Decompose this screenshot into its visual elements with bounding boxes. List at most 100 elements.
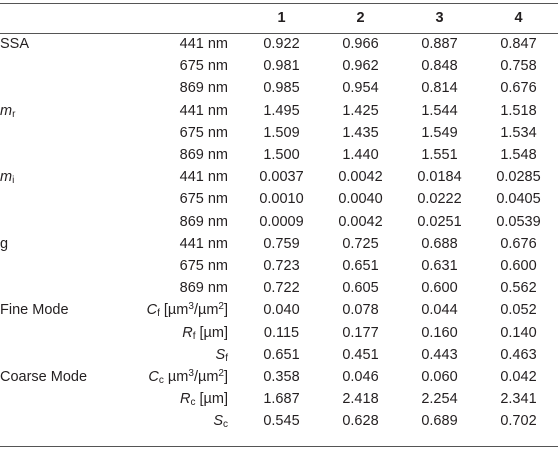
- table-row: 869 nm 1.500 1.440 1.551 1.548: [0, 144, 558, 166]
- param-symbol: R: [179, 391, 191, 408]
- row-parameter-label: Rc [µm]: [112, 388, 242, 410]
- row-parameter-label: 441 nm: [112, 33, 242, 55]
- value-cell: 1.435: [342, 124, 379, 141]
- row-parameter-label: 869 nm: [112, 277, 242, 299]
- value-cell: 0.0042: [338, 169, 383, 186]
- value-cell: 0.651: [263, 346, 300, 363]
- row-group-label: [0, 55, 112, 77]
- row-group-label: [0, 122, 112, 144]
- table-row: mi 441 nm 0.0037 0.0042 0.0184 0.0285: [0, 166, 558, 188]
- row-group-label: Fine Mode: [0, 299, 112, 321]
- value-cell: 1.509: [263, 124, 300, 141]
- value-cell: 0.651: [342, 258, 379, 275]
- group-text: Fine Mode: [0, 302, 69, 319]
- value-cell: 0.0184: [417, 169, 462, 186]
- param-subscript: c: [158, 375, 164, 387]
- unit-superscript: 3: [188, 368, 194, 380]
- table-header-rule: [0, 33, 558, 34]
- value-cell: 0.358: [263, 369, 300, 386]
- value-cell: 0.0285: [496, 169, 541, 186]
- value-cell: 0.443: [421, 346, 458, 363]
- value-cell: 0.060: [421, 369, 458, 386]
- param-subscript: f: [157, 308, 160, 320]
- value-cell: 0.160: [421, 324, 458, 341]
- wavelength-text: 675 nm: [179, 258, 228, 275]
- value-cell: 0.985: [263, 80, 300, 97]
- value-cell: 1.440: [342, 147, 379, 164]
- wavelength-text: 869 nm: [179, 213, 228, 230]
- table-row: SSA 441 nm 0.922 0.966 0.887 0.847: [0, 33, 558, 55]
- unit-superscript: 3: [188, 301, 194, 313]
- group-symbol: m: [0, 102, 13, 119]
- value-cell: 2.254: [421, 391, 458, 408]
- wavelength-text: 675 nm: [179, 58, 228, 75]
- value-cell: 0.758: [500, 58, 537, 75]
- value-cell: 0.115: [263, 324, 300, 341]
- value-cell: 1.425: [342, 102, 379, 119]
- value-cell: 1.534: [500, 124, 537, 141]
- table-row: 675 nm 0.0010 0.0040 0.0222 0.0405: [0, 188, 558, 210]
- row-parameter-label: 869 nm: [112, 77, 242, 99]
- row-group-label: [0, 322, 112, 344]
- row-parameter-label: 441 nm: [112, 233, 242, 255]
- column-header-3: 3: [435, 10, 444, 26]
- value-cell: 0.0009: [259, 213, 304, 230]
- value-cell: 2.418: [342, 391, 379, 408]
- value-cell: 1.549: [421, 124, 458, 141]
- param-unit: µm: [163, 369, 189, 386]
- value-cell: 0.676: [500, 80, 537, 97]
- param-symbol: C: [148, 369, 159, 386]
- value-cell: 1.500: [263, 147, 300, 164]
- table-row: 675 nm 0.723 0.651 0.631 0.600: [0, 255, 558, 277]
- wavelength-text: 869 nm: [179, 147, 228, 164]
- param-unit-mid: /µm: [193, 302, 219, 319]
- table-row: 869 nm 0.985 0.954 0.814 0.676: [0, 77, 558, 99]
- row-parameter-label: 441 nm: [112, 166, 242, 188]
- value-cell: 0.954: [342, 80, 379, 97]
- row-group-label: [0, 344, 112, 366]
- table-header-row: 1 2 3 4: [0, 4, 558, 33]
- value-cell: 0.628: [342, 413, 379, 430]
- value-cell: 0.463: [500, 346, 537, 363]
- row-group-label: [0, 188, 112, 210]
- value-cell: 0.759: [263, 235, 300, 252]
- value-cell: 0.545: [263, 413, 300, 430]
- table-row: 675 nm 0.981 0.962 0.848 0.758: [0, 55, 558, 77]
- param-symbol: C: [146, 302, 158, 319]
- row-group-label: g: [0, 233, 112, 255]
- unit-superscript: 2: [218, 368, 224, 380]
- row-parameter-label: Rf [µm]: [112, 322, 242, 344]
- param-subscript: c: [190, 397, 196, 409]
- param-subscript: c: [223, 419, 228, 431]
- row-parameter-label: 675 nm: [112, 55, 242, 77]
- row-group-label: mr: [0, 100, 112, 122]
- value-cell: 0.631: [421, 258, 458, 275]
- value-cell: 0.676: [500, 235, 537, 252]
- table-top-rule: [0, 3, 558, 4]
- value-cell: 0.605: [342, 280, 379, 297]
- value-cell: 0.078: [342, 302, 379, 319]
- value-cell: 0.922: [263, 36, 300, 52]
- value-cell: 0.046: [342, 369, 379, 386]
- value-cell: 1.551: [421, 147, 458, 164]
- value-cell: 0.702: [500, 413, 537, 430]
- table-row: 869 nm 0.0009 0.0042 0.0251 0.0539: [0, 211, 558, 233]
- value-cell: 0.981: [263, 58, 300, 75]
- row-group-label: [0, 144, 112, 166]
- group-text: g: [0, 235, 9, 252]
- value-cell: 0.600: [421, 280, 458, 297]
- param-unit: [µm]: [195, 391, 228, 408]
- value-cell: 0.0037: [259, 169, 304, 186]
- row-parameter-label: 675 nm: [112, 255, 242, 277]
- group-symbol: m: [0, 169, 13, 186]
- row-parameter-label: Sc: [112, 410, 242, 432]
- row-group-label: Coarse Mode: [0, 366, 112, 388]
- row-parameter-label: 869 nm: [112, 211, 242, 233]
- param-unit-close: ]: [223, 369, 228, 386]
- value-cell: 0.688: [421, 235, 458, 252]
- table-row: Rf [µm] 0.115 0.177 0.160 0.140: [0, 322, 558, 344]
- row-group-label: [0, 410, 112, 432]
- value-cell: 0.887: [421, 36, 458, 52]
- table-row: mr 441 nm 1.495 1.425 1.544 1.518: [0, 100, 558, 122]
- param-symbol: R: [182, 324, 193, 341]
